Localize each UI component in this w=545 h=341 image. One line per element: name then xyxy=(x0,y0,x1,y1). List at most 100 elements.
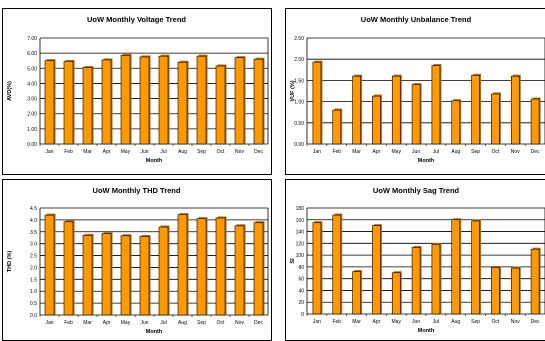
bar-jun xyxy=(139,236,150,316)
chart-panel-border xyxy=(2,8,272,175)
y-tick-label: 4.0 xyxy=(30,218,37,224)
bar-feb xyxy=(332,109,342,145)
y-tick-label: 0.50 xyxy=(294,121,304,127)
bar-dec xyxy=(530,248,540,315)
x-tick-label: Jul xyxy=(160,149,166,155)
bar-mar xyxy=(352,271,361,315)
bar-dec xyxy=(530,98,540,145)
y-tick-label: 2.00 xyxy=(27,112,37,118)
y-tick-label: 1.00 xyxy=(27,127,37,133)
y-tick-label: 60 xyxy=(298,277,304,283)
x-tick-label: Feb xyxy=(64,149,73,155)
x-tick-label: Apr xyxy=(373,149,381,155)
y-tick-label: 3.0 xyxy=(30,242,37,248)
bar-sep xyxy=(471,75,480,145)
y-axis-title: VUF (%) xyxy=(290,80,296,101)
bar-sep xyxy=(196,218,207,316)
x-axis-title: Month xyxy=(418,158,435,164)
x-tick-label: Mar xyxy=(83,320,92,326)
x-tick-label: Dec xyxy=(531,319,540,325)
y-axis-title: AVD(%) xyxy=(7,81,13,101)
y-tick-label: 7.00 xyxy=(27,36,37,42)
bar-jul xyxy=(431,244,441,315)
bar-jan xyxy=(312,61,322,145)
bar-apr xyxy=(372,95,381,145)
bar-mar xyxy=(82,67,93,145)
bar-oct xyxy=(215,65,226,145)
bar-jan xyxy=(44,214,55,316)
x-tick-label: Apr xyxy=(103,320,111,326)
x-tick-label: Feb xyxy=(64,320,73,326)
x-tick-label: Sep xyxy=(471,319,480,325)
x-tick-label: Dec xyxy=(254,320,263,326)
x-tick-label: Aug xyxy=(451,319,460,325)
bar-jul xyxy=(158,226,169,316)
bar-nov xyxy=(234,57,245,145)
bar-oct xyxy=(491,267,500,315)
chart-title: UoW Monthly Voltage Trend xyxy=(87,15,186,24)
y-tick-label: 2.50 xyxy=(294,36,304,42)
y-tick-label: 3.00 xyxy=(27,97,37,103)
x-axis-title: Month xyxy=(146,158,163,164)
bar-may xyxy=(391,75,401,145)
bar-may xyxy=(391,272,401,315)
x-axis-title: Month xyxy=(146,329,163,335)
x-tick-label: Oct xyxy=(217,149,225,155)
bar-aug xyxy=(451,100,461,145)
chart-panel-4: UoW Monthly Sag Trend 0 20 40 60 80 100 120 140 1… xyxy=(285,179,545,341)
y-tick-label: 2.0 xyxy=(30,265,37,271)
bar-feb xyxy=(63,221,74,316)
x-axis-title: Month xyxy=(418,328,435,334)
x-tick-label: May xyxy=(392,319,402,325)
y-tick-label: 1.0 xyxy=(30,289,37,295)
y-axis-title: SI xyxy=(290,258,296,264)
x-tick-label: Jun xyxy=(412,319,420,325)
x-tick-label: Nov xyxy=(511,149,520,155)
bar-jun xyxy=(411,247,421,315)
y-tick-label: 160 xyxy=(296,218,305,224)
y-tick-label: 5.00 xyxy=(27,66,37,72)
x-tick-label: Jul xyxy=(160,320,166,326)
x-tick-label: Feb xyxy=(332,149,341,155)
x-tick-label: Jan xyxy=(45,149,53,155)
y-tick-label: 0.5 xyxy=(30,301,37,307)
y-tick-label: 180 xyxy=(296,206,305,212)
y-tick-label: 0.00 xyxy=(294,142,304,148)
x-tick-label: Sep xyxy=(471,149,480,155)
bar-dec xyxy=(253,222,264,316)
bar-dec xyxy=(253,58,264,145)
y-tick-label: 100 xyxy=(296,253,305,259)
bar-jul xyxy=(158,55,169,145)
bar-jun xyxy=(411,84,421,145)
x-tick-label: May xyxy=(392,149,402,155)
bar-sep xyxy=(196,55,207,145)
chart-title: UoW Monthly THD Trend xyxy=(93,186,181,195)
x-tick-label: Nov xyxy=(235,149,244,155)
y-tick-label: 120 xyxy=(296,241,305,247)
bar-aug xyxy=(177,214,188,316)
y-tick-label: 20 xyxy=(298,300,304,306)
bar-aug xyxy=(177,61,188,145)
bar-mar xyxy=(352,75,361,145)
bar-jun xyxy=(139,56,150,145)
x-tick-label: Mar xyxy=(83,149,92,155)
x-tick-label: May xyxy=(121,149,131,155)
x-tick-label: Jun xyxy=(412,149,420,155)
bar-sep xyxy=(471,220,480,315)
y-tick-label: 0 xyxy=(301,312,304,318)
bar-feb xyxy=(332,214,342,315)
x-tick-label: Sep xyxy=(197,149,206,155)
x-tick-label: Oct xyxy=(492,149,500,155)
chart-panel-1: UoW Monthly Voltage Trend 0.00 1.00 2.00 3.0… xyxy=(2,8,272,175)
bar-nov xyxy=(510,267,520,315)
y-tick-label: 40 xyxy=(298,288,304,294)
bar-jan xyxy=(44,60,55,145)
bar-may xyxy=(120,55,131,145)
y-tick-label: 2.00 xyxy=(294,57,304,63)
y-tick-label: 80 xyxy=(298,265,304,271)
x-tick-label: May xyxy=(121,320,131,326)
x-tick-label: Jan xyxy=(313,319,321,325)
x-tick-label: Aug xyxy=(178,320,187,326)
x-tick-label: Jan xyxy=(313,149,321,155)
x-tick-label: Mar xyxy=(352,319,361,325)
